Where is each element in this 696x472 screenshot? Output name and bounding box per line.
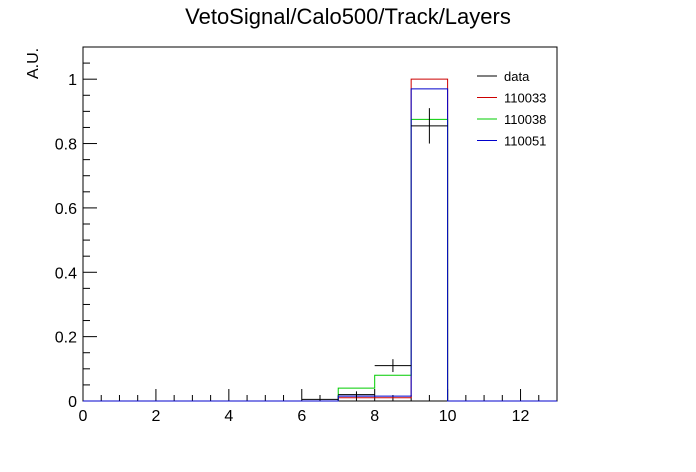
- y-tick-label: 0.8: [55, 137, 77, 154]
- y-tick-label: 0: [68, 394, 77, 411]
- legend-label-110038: 110038: [504, 112, 546, 127]
- series-110051-step: [83, 88, 557, 402]
- y-tick-label: 0.4: [55, 265, 77, 282]
- plot-frame: [82, 46, 558, 402]
- x-tick-label: 4: [224, 408, 233, 425]
- data-point: [411, 108, 448, 144]
- y-tick-label: 0.6: [55, 201, 77, 218]
- y-tick-label: 0.2: [55, 330, 77, 347]
- legend-label-110051: 110051: [504, 134, 546, 149]
- data-point: [338, 391, 375, 398]
- plot-area: 0 2 4 6 8 10 12 0 0.2 0.4 0.6 0.8 1: [55, 46, 558, 425]
- y-axis-label: A.U.: [25, 48, 42, 79]
- data-point: [374, 359, 412, 373]
- legend: data 110033 110038 110051: [477, 69, 546, 149]
- series-110033-step: [83, 78, 557, 402]
- x-tick-label: 8: [370, 408, 379, 425]
- y-tick-label: 1: [68, 72, 77, 89]
- x-tick-label: 6: [297, 408, 306, 425]
- data-point: [301, 398, 339, 401]
- chart-title: VetoSignal/Calo500/Track/Layers: [185, 4, 511, 29]
- x-tick-label: 0: [79, 408, 88, 425]
- legend-label-110033: 110033: [504, 91, 546, 106]
- series-110038-step: [83, 118, 557, 402]
- x-tick-label: 12: [512, 408, 530, 425]
- x-tick-label: 2: [151, 408, 160, 425]
- legend-label-data: data: [504, 69, 530, 84]
- x-tick-label: 10: [439, 408, 457, 425]
